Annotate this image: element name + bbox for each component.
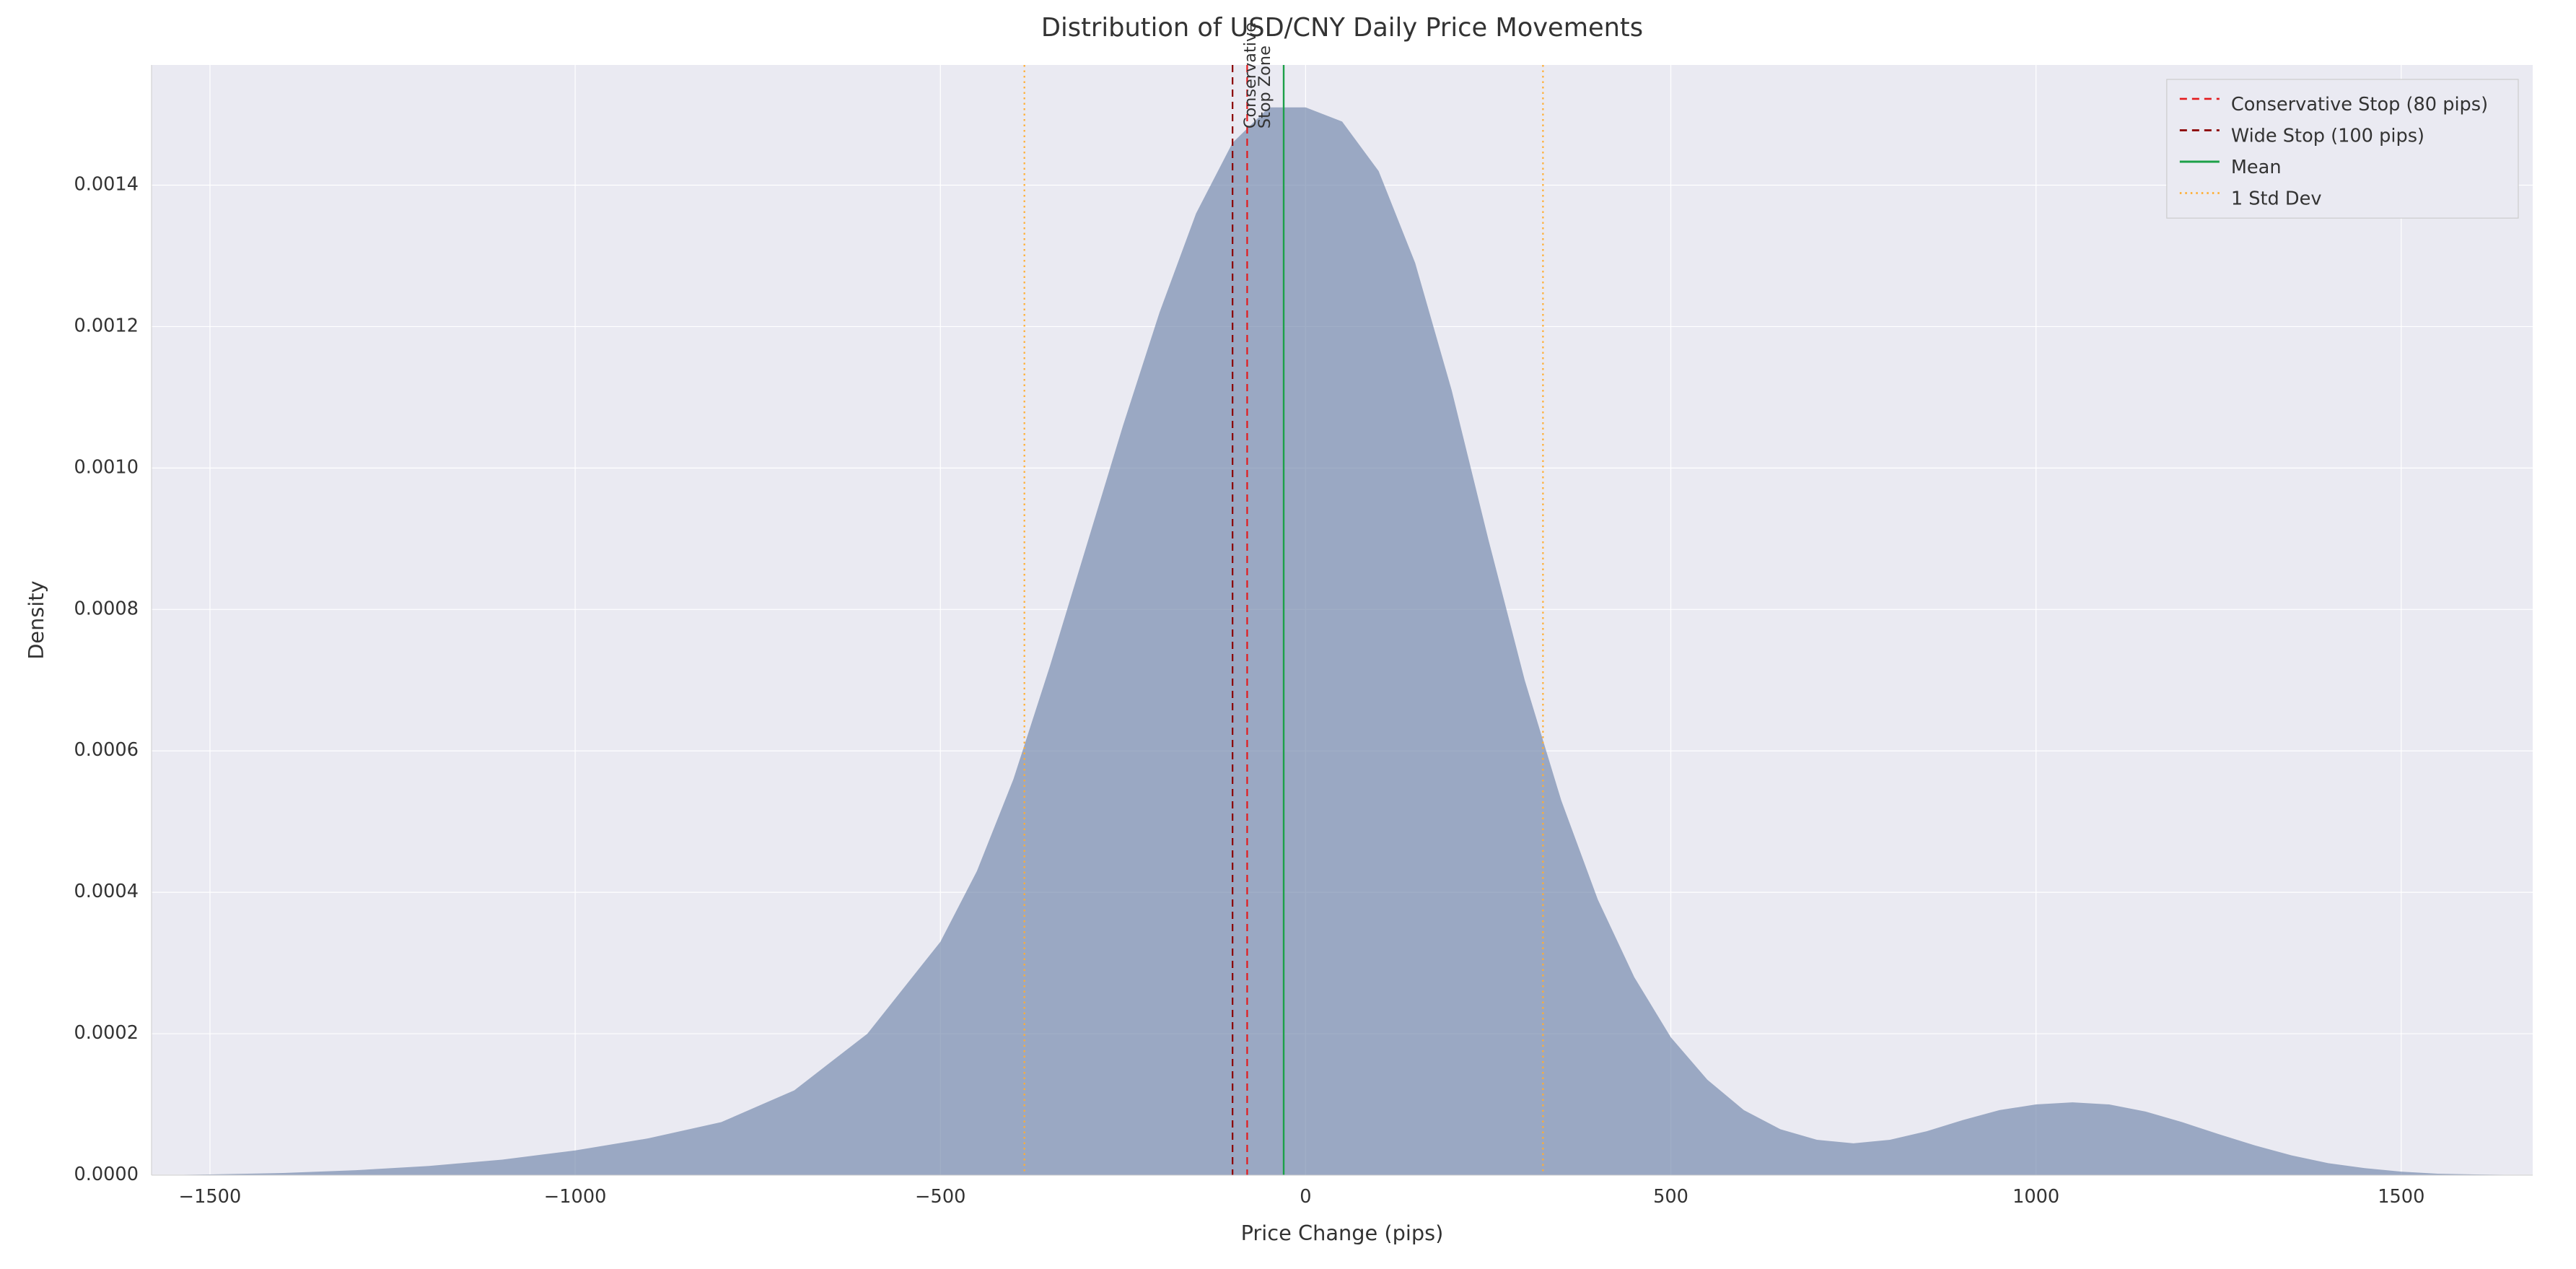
annotation: Stop Zone	[1256, 45, 1274, 128]
x-tick-label: 500	[1653, 1186, 1688, 1208]
x-tick-label: −500	[915, 1186, 965, 1208]
x-tick-label: −1500	[179, 1186, 242, 1208]
y-tick-label: 0.0010	[74, 456, 139, 478]
x-tick-label: −1000	[544, 1186, 607, 1208]
chart-svg: ConservativeStop Zone−1500−1000−50005001…	[0, 0, 2576, 1269]
y-axis-label: Density	[24, 580, 48, 659]
y-tick-label: 0.0006	[74, 739, 139, 761]
legend: Conservative Stop (80 pips) Wide Stop (10…	[2167, 79, 2518, 218]
y-tick-label: 0.0014	[74, 174, 139, 196]
y-tick-label: 0.0004	[74, 881, 139, 902]
legend-label: 1 Std Dev	[2231, 188, 2322, 209]
legend-label: Mean	[2231, 157, 2282, 178]
chart-title: Distribution of USD/CNY Daily Price Move…	[1041, 13, 1643, 43]
legend-label: Conservative Stop (80 pips)	[2231, 94, 2488, 115]
y-tick-label: 0.0000	[74, 1164, 139, 1185]
y-tick-label: 0.0012	[74, 315, 139, 336]
x-tick-label: 1500	[2378, 1186, 2424, 1208]
x-tick-label: 1000	[2012, 1186, 2059, 1208]
y-tick-label: 0.0008	[74, 598, 139, 619]
y-tick-label: 0.0002	[74, 1022, 139, 1044]
chart-container: ConservativeStop Zone−1500−1000−50005001…	[0, 0, 2576, 1269]
legend-label: Wide Stop (100 pips)	[2231, 125, 2424, 147]
x-axis-label: Price Change (pips)	[1241, 1221, 1444, 1245]
x-tick-label: 0	[1300, 1186, 1311, 1208]
